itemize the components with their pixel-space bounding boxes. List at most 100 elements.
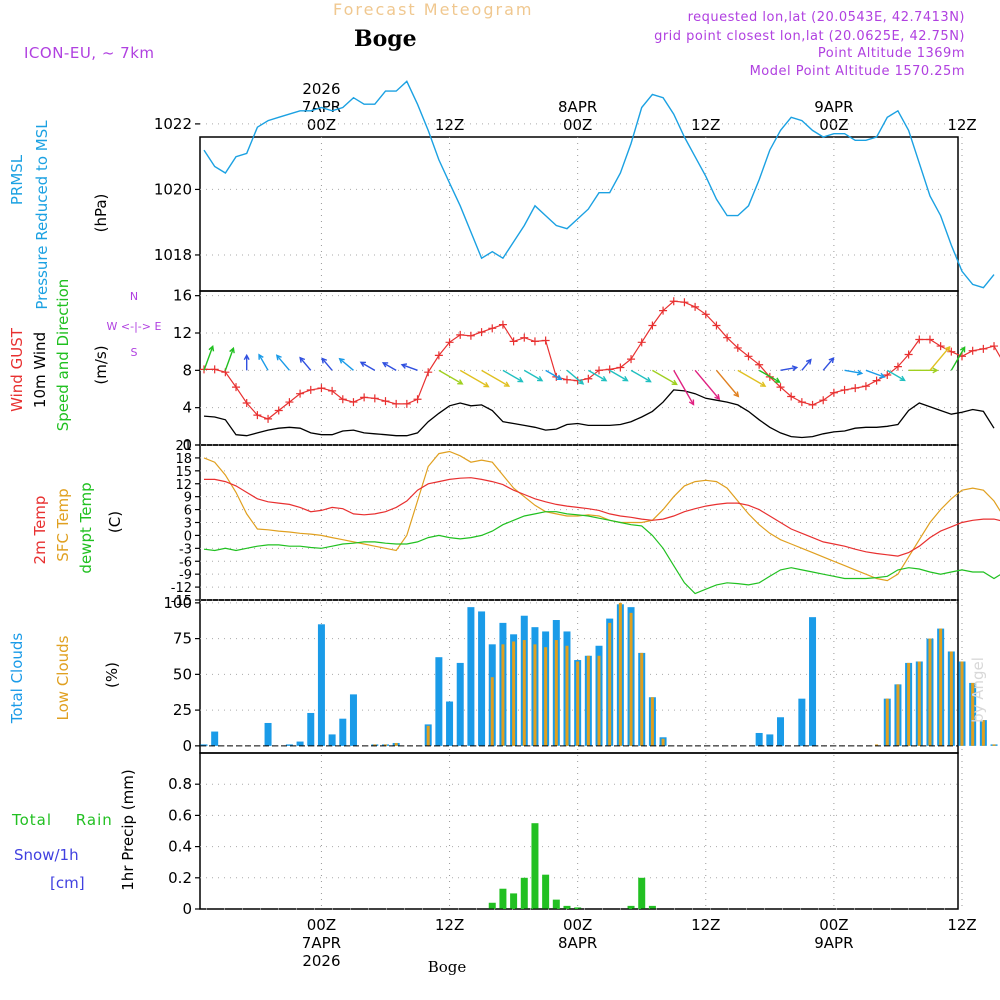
gust-marker <box>990 342 999 351</box>
gust-marker <box>904 350 913 359</box>
low-cloud-bar <box>383 744 387 746</box>
wind-vector <box>673 369 695 405</box>
total-rain-label: Total Rain <box>11 811 113 829</box>
wind-vector-head <box>578 378 585 385</box>
bottom-time-label: 00Z <box>819 916 848 934</box>
gust-marker <box>701 310 710 319</box>
y-tick-label: -12 <box>171 581 192 596</box>
low-cloud-bar <box>394 742 398 746</box>
bottom-time-label: 9APR <box>814 934 853 952</box>
wind-vector-head <box>359 361 366 367</box>
gust-marker <box>498 320 507 329</box>
wind-gust-line <box>204 300 1000 420</box>
low-cloud-bar <box>501 644 505 746</box>
gust-marker <box>840 385 849 394</box>
bottom-time-label: 00Z <box>563 916 592 934</box>
bottom-time-label: 12Z <box>435 916 464 934</box>
low-cloud-bar <box>960 661 964 746</box>
top-time-label: 12Z <box>691 116 720 134</box>
gust-marker <box>808 400 817 409</box>
total-cloud-bar <box>467 607 475 746</box>
low-cloud-bar <box>981 720 985 746</box>
top-time-label: 2026 <box>302 80 340 98</box>
gust-marker <box>456 330 465 339</box>
gust-marker <box>819 396 828 405</box>
wind-vector <box>459 369 489 388</box>
y-tick-label: 9 <box>184 491 192 506</box>
total-cloud-bar <box>349 694 357 746</box>
gust-marker <box>317 384 326 393</box>
gust-marker <box>893 362 902 371</box>
temp-2m-label: 2m Temp <box>31 496 49 565</box>
gust-marker <box>691 302 700 311</box>
gust-marker <box>530 337 539 346</box>
wind-vector <box>360 361 376 371</box>
top-time-label: 9APR <box>814 98 853 116</box>
wind-vector-head <box>774 377 781 383</box>
rain-bar <box>552 899 560 909</box>
wind-vector-head <box>959 346 966 353</box>
wind-vector <box>382 362 397 371</box>
gust-marker <box>776 383 785 392</box>
wind-vector <box>929 346 951 371</box>
wind-vector-head <box>321 357 328 364</box>
wind-vector <box>609 369 628 382</box>
low-cloud-bar <box>618 602 622 746</box>
panel-frame-2 <box>199 290 959 446</box>
gust-marker <box>979 344 988 353</box>
gust-marker <box>659 306 668 315</box>
wind-vector-head <box>899 375 906 382</box>
wind-vector <box>758 369 780 383</box>
gust-marker <box>541 336 550 345</box>
total-cloud-bar <box>755 732 763 746</box>
wind-vector-head <box>229 346 235 354</box>
rain-bar <box>574 907 582 909</box>
wind-vector <box>780 366 797 372</box>
total-cloud-bar <box>809 617 817 746</box>
requested-coords: requested lon,lat (20.0543E, 42.7413N) <box>687 10 965 25</box>
low-cloud-bar <box>896 684 900 746</box>
total-cloud-bar <box>478 611 486 746</box>
wind-vector <box>438 369 463 385</box>
gust-marker <box>573 376 582 385</box>
wind-vector <box>737 369 766 387</box>
low-cloud-bar <box>907 662 911 746</box>
gust-marker <box>242 399 251 407</box>
rain-bar <box>627 905 635 909</box>
wind-vector-head <box>243 353 250 361</box>
low-clouds-label: Low Clouds <box>54 635 72 720</box>
wind-vector-head <box>645 376 652 383</box>
y-tick-label: 25 <box>173 701 192 719</box>
gust-marker <box>210 365 219 374</box>
wind-vector <box>865 369 885 378</box>
total-cloud-bar <box>211 731 219 746</box>
prmsl-desc-label: Pressure Reduced to MSL <box>33 120 51 310</box>
wind-vector <box>630 369 651 383</box>
y-tick-label: 0.2 <box>168 869 192 887</box>
wind-vector-head <box>671 379 678 386</box>
gust-marker <box>851 384 860 393</box>
wind-vector <box>950 347 966 371</box>
low-cloud-bar <box>490 677 494 746</box>
gust-marker <box>872 376 881 385</box>
wind-vector <box>276 354 290 371</box>
gust-marker <box>509 337 518 346</box>
rain-bar <box>638 877 646 909</box>
y-tick-label: -6 <box>179 555 192 570</box>
total-cloud-bar <box>339 718 347 746</box>
wind-speed-line <box>203 389 995 439</box>
top-time-label: 12Z <box>435 116 464 134</box>
dewpt-temp-line <box>203 511 1000 595</box>
gust-marker <box>712 321 721 330</box>
gust-marker <box>669 297 678 306</box>
wind-vector-head <box>879 372 886 379</box>
gust-marker <box>434 351 443 360</box>
total-cloud-bar <box>200 744 208 746</box>
gust-marker <box>648 321 657 330</box>
top-time-label: 00Z <box>819 116 848 134</box>
total-cloud-bar <box>798 698 806 746</box>
gust-marker <box>477 328 486 337</box>
wind-vector <box>523 369 543 382</box>
gust-marker <box>424 368 433 377</box>
gust-marker <box>338 395 347 404</box>
